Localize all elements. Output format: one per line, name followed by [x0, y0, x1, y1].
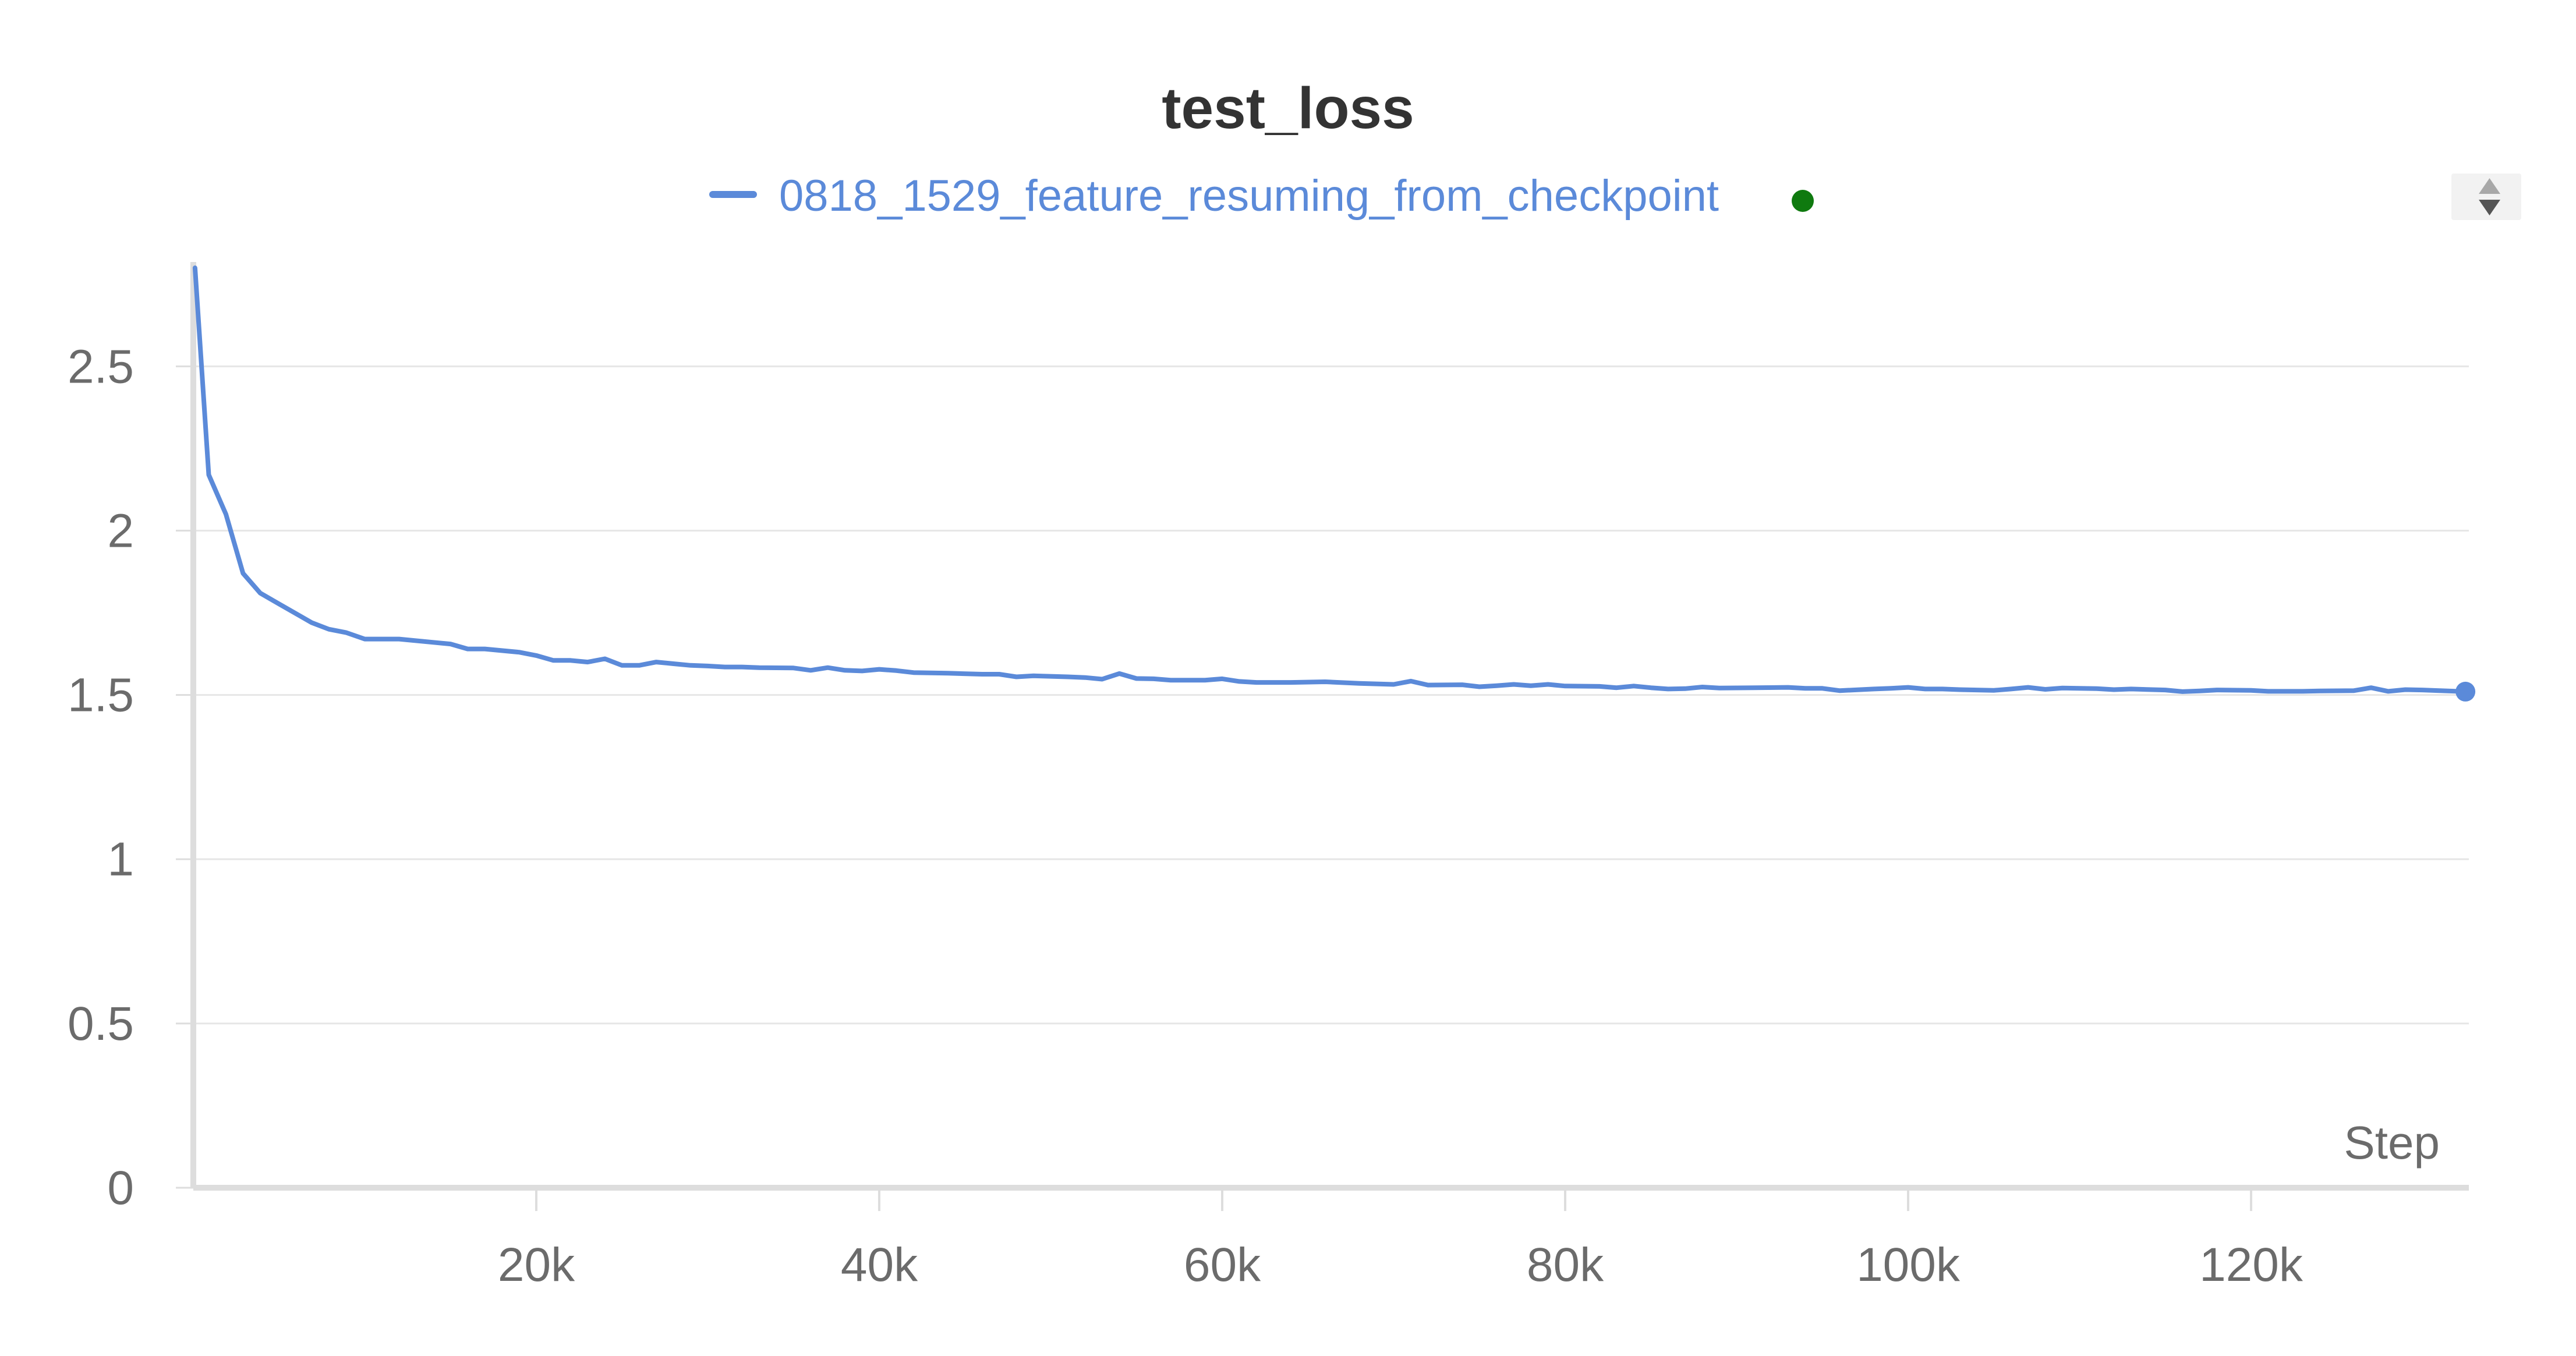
x-tick-label: 120k: [2199, 1238, 2303, 1291]
run-status-dot: [1792, 190, 1814, 212]
tick-labels: 0 0.5 1 1.5 2 2.5 20k 40k 60k 80k 100k 120k: [68, 340, 2303, 1291]
pager-down-icon[interactable]: [2479, 200, 2500, 215]
x-tick-label: 100k: [1856, 1238, 1961, 1291]
x-tick-label: 80k: [1527, 1238, 1604, 1291]
pager-up-icon[interactable]: [2479, 178, 2500, 194]
legend-pager-background[interactable]: [2451, 174, 2521, 220]
x-tick-label: 60k: [1184, 1238, 1261, 1291]
y-tick-label: 1: [107, 833, 134, 886]
legend-pager[interactable]: [2451, 174, 2521, 220]
series-layer: [192, 265, 2476, 702]
y-tick-label: 1.5: [68, 669, 134, 722]
grid: [193, 365, 2469, 1025]
legend-label[interactable]: 0818_1529_feature_resuming_from_checkpoi…: [779, 171, 1719, 221]
y-tick-label: 2: [107, 504, 134, 557]
legend[interactable]: 0818_1529_feature_resuming_from_checkpoi…: [709, 171, 1814, 221]
series-end-point[interactable]: [2455, 681, 2476, 702]
series-line[interactable]: [192, 265, 2468, 694]
y-tick-label: 0: [107, 1162, 134, 1215]
y-tick-label: 0.5: [68, 997, 134, 1050]
x-tick-label: 40k: [841, 1238, 918, 1291]
chart-title: test_loss: [1162, 76, 1414, 141]
x-axis-label: Step: [2344, 1117, 2440, 1169]
axes: [176, 262, 2469, 1211]
y-tick-label: 2.5: [68, 340, 134, 393]
x-tick-label: 20k: [498, 1238, 575, 1291]
